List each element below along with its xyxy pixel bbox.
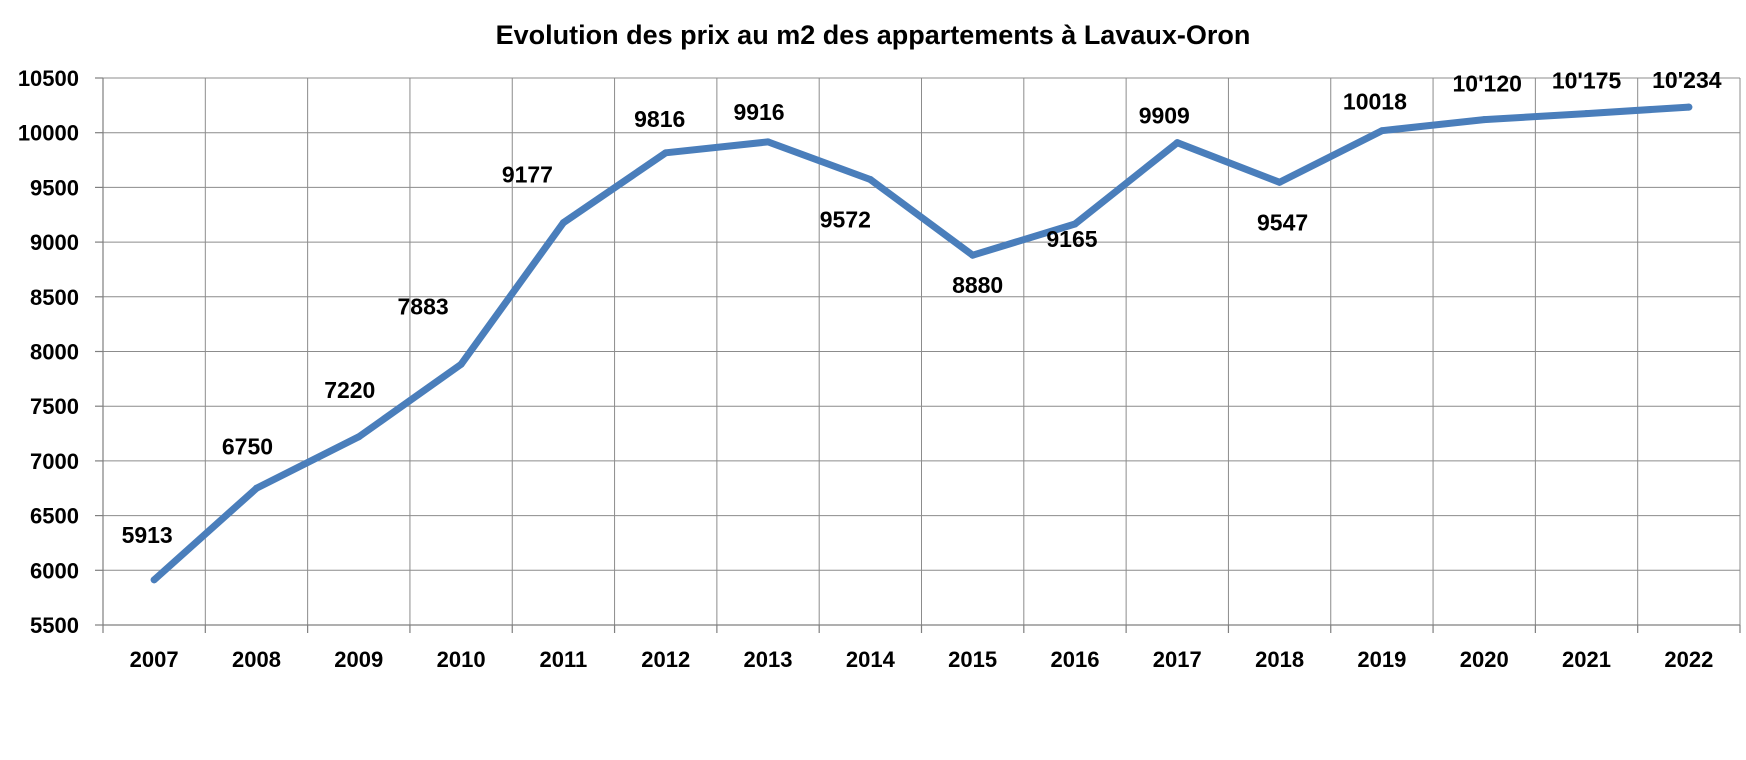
- data-label: 9572: [820, 207, 871, 233]
- y-tick-label: 7000: [30, 449, 79, 474]
- data-label: 10'234: [1652, 67, 1722, 93]
- data-point: [355, 433, 363, 441]
- data-label: 6750: [222, 433, 273, 459]
- x-axis-tick-labels: 2007 2008 2009 2010 2011 2012 2013 2014 2015 2016…: [130, 647, 1714, 672]
- chart-title: Evolution des prix au m2 des appartement…: [496, 20, 1251, 50]
- x-tick-label: 2009: [334, 647, 383, 672]
- x-tick-label: 2016: [1050, 647, 1099, 672]
- data-point: [252, 484, 260, 492]
- y-tick-label: 8000: [30, 340, 79, 365]
- x-tick-label: 2008: [232, 647, 281, 672]
- data-point: [1378, 127, 1386, 135]
- data-point: [764, 138, 772, 146]
- y-tick-label: 5500: [30, 613, 79, 638]
- data-label: 10'120: [1453, 71, 1522, 97]
- data-label: 7883: [398, 293, 449, 319]
- x-tick-label: 2012: [641, 647, 690, 672]
- data-label: 9816: [634, 106, 685, 132]
- x-tick-label: 2020: [1460, 647, 1509, 672]
- data-point: [1685, 103, 1693, 111]
- x-tick-label: 2015: [948, 647, 997, 672]
- y-tick-label: 10500: [18, 66, 79, 91]
- data-point: [1173, 139, 1181, 147]
- y-tick-label: 7500: [30, 394, 79, 419]
- series-lines: [150, 103, 1693, 584]
- y-axis-tick-labels: 5500 6000 6500 7000 7500 8000 8500 9000 9500 1000…: [18, 66, 79, 638]
- data-point: [866, 176, 874, 184]
- data-point: [457, 360, 465, 368]
- series-line: [150, 103, 1693, 584]
- x-tick-label: 2018: [1255, 647, 1304, 672]
- axes: [95, 77, 1741, 633]
- y-tick-label: 6500: [30, 504, 79, 529]
- data-point: [1071, 220, 1079, 228]
- x-tick-label: 2011: [540, 647, 588, 672]
- data-point: [662, 149, 670, 157]
- data-label: 9177: [502, 162, 553, 188]
- x-tick-label: 2017: [1153, 647, 1202, 672]
- data-point: [1480, 116, 1488, 124]
- x-tick-label: 2021: [1562, 647, 1611, 672]
- data-point: [150, 576, 158, 584]
- x-tick-label: 2014: [846, 647, 896, 672]
- data-point: [559, 219, 567, 227]
- data-label: 8880: [952, 272, 1003, 298]
- grid-lines: [102, 77, 1741, 626]
- data-label: 10'175: [1552, 68, 1622, 94]
- data-label: 10018: [1343, 89, 1407, 115]
- x-tick-label: 2019: [1357, 647, 1406, 672]
- data-point: [1276, 178, 1284, 186]
- data-label: 9916: [733, 99, 784, 125]
- data-label: 9165: [1046, 226, 1097, 252]
- data-point: [969, 251, 977, 259]
- y-tick-label: 6000: [30, 558, 79, 583]
- x-tick-label: 2007: [130, 647, 179, 672]
- data-label: 7220: [324, 377, 375, 403]
- x-tick-label: 2013: [744, 647, 793, 672]
- data-labels: 5913 6750 7220 7883 9177 9816 9916 9572 8880 9165…: [122, 67, 1722, 548]
- data-label: 9909: [1139, 103, 1190, 129]
- y-tick-label: 9500: [30, 175, 79, 200]
- x-tick-label: 2022: [1664, 647, 1713, 672]
- x-tick-label: 2010: [437, 647, 486, 672]
- data-label: 9547: [1257, 209, 1308, 235]
- y-tick-label: 9000: [30, 230, 79, 255]
- data-point: [1583, 110, 1591, 118]
- y-tick-label: 10000: [18, 121, 79, 146]
- y-tick-label: 8500: [30, 285, 79, 310]
- data-label: 5913: [122, 522, 173, 548]
